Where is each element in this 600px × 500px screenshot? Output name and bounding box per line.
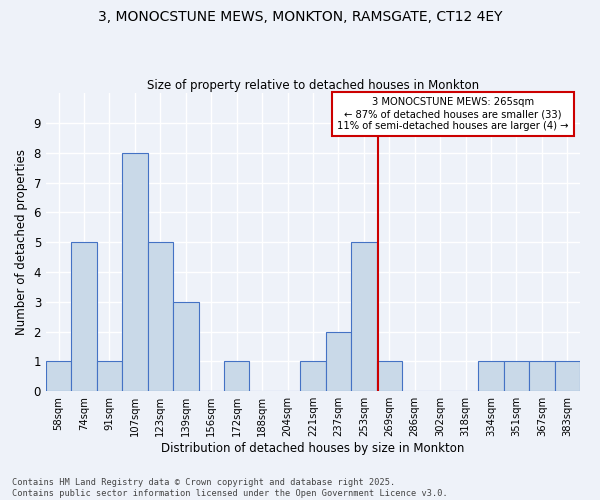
- Title: Size of property relative to detached houses in Monkton: Size of property relative to detached ho…: [147, 79, 479, 92]
- Bar: [224, 362, 250, 391]
- Bar: [503, 362, 529, 391]
- Bar: [554, 362, 580, 391]
- Bar: [122, 153, 148, 391]
- Bar: [300, 362, 326, 391]
- X-axis label: Distribution of detached houses by size in Monkton: Distribution of detached houses by size …: [161, 442, 464, 455]
- Bar: [46, 362, 71, 391]
- Bar: [478, 362, 503, 391]
- Bar: [326, 332, 351, 391]
- Bar: [377, 362, 402, 391]
- Text: Contains HM Land Registry data © Crown copyright and database right 2025.
Contai: Contains HM Land Registry data © Crown c…: [12, 478, 448, 498]
- Text: 3 MONOCSTUNE MEWS: 265sqm
← 87% of detached houses are smaller (33)
11% of semi-: 3 MONOCSTUNE MEWS: 265sqm ← 87% of detac…: [337, 98, 569, 130]
- Bar: [148, 242, 173, 391]
- Bar: [71, 242, 97, 391]
- Y-axis label: Number of detached properties: Number of detached properties: [15, 149, 28, 335]
- Bar: [97, 362, 122, 391]
- Bar: [351, 242, 377, 391]
- Bar: [173, 302, 199, 391]
- Bar: [529, 362, 554, 391]
- Text: 3, MONOCSTUNE MEWS, MONKTON, RAMSGATE, CT12 4EY: 3, MONOCSTUNE MEWS, MONKTON, RAMSGATE, C…: [98, 10, 502, 24]
